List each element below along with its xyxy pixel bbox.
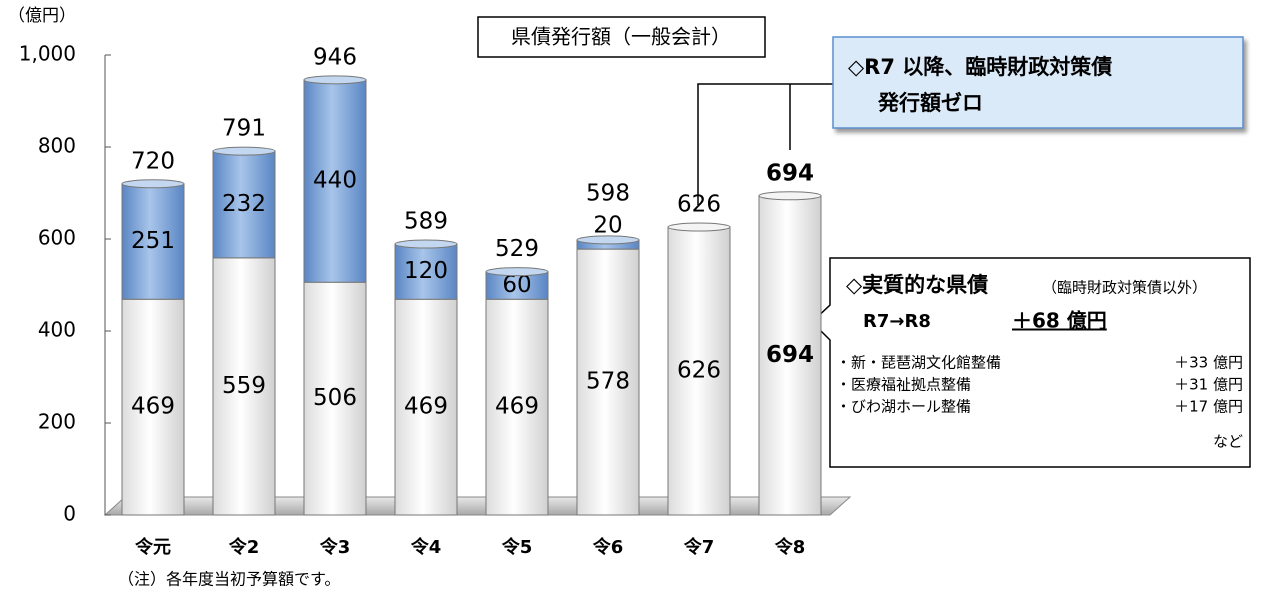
total-label: 946 (313, 44, 357, 70)
bar-cap (394, 239, 458, 249)
total-label: 529 (495, 236, 539, 262)
bar-segment (121, 183, 185, 300)
bar-segment (303, 281, 367, 516)
x-tick-label: 令8 (774, 536, 806, 558)
annotation-title: ◇実質的な県債 (846, 273, 988, 297)
annotation-amount: ＋31 億円 (1174, 376, 1243, 394)
y-tick-label: 1,000 (19, 42, 76, 66)
data-label: 120 (404, 258, 448, 284)
y-tick-label: 800 (38, 134, 76, 158)
data-label: 232 (222, 191, 266, 217)
annotation-subtitle: （臨時財政対策債以外） (1042, 279, 1207, 297)
bar-cap (485, 267, 549, 277)
note: （注）各年度当初予算額です。 (118, 570, 340, 589)
total-label: 589 (404, 209, 448, 235)
connector (697, 83, 833, 205)
total-label: 598 (586, 180, 630, 206)
x-tick-label: 令5 (501, 536, 533, 558)
y-tick-label: 200 (38, 410, 76, 434)
annotation-box (832, 36, 1244, 129)
annotation-line: 発行額ゼロ (877, 91, 983, 115)
total-label: 626 (677, 192, 721, 218)
bar-segment (758, 195, 822, 516)
y-tick-label: 0 (63, 502, 76, 526)
title-box (477, 16, 766, 58)
bar-segment (576, 248, 640, 516)
annotation-item: ・びわ湖ホール整備 (836, 398, 971, 416)
annotation-amount: ＋17 億円 (1174, 398, 1243, 416)
annotation-change-label: R7→R8 (863, 311, 931, 332)
y-axis-label: （億円） (8, 6, 76, 26)
x-tick-label: 令7 (683, 536, 715, 558)
data-label: 626 (677, 358, 721, 384)
annotation-change: ＋68 億円 (1012, 309, 1107, 333)
data-label: 60 (502, 272, 531, 298)
x-tick-label: 令3 (319, 536, 351, 558)
data-label: 469 (404, 394, 448, 420)
bar-cap (758, 191, 822, 201)
x-tick-label: 令6 (592, 536, 624, 558)
annotation-box (810, 257, 1251, 468)
x-tick-label: 令2 (228, 536, 260, 558)
data-label: 694 (766, 342, 814, 368)
data-label: 440 (313, 168, 357, 194)
bar-segment (303, 79, 367, 283)
data-label: 559 (222, 373, 266, 399)
annotation-items: ・新・琵琶湖文化館整備 ＋33 億円・医療福祉拠点整備 ＋31 億円・びわ湖ホール整… (836, 354, 1243, 416)
bar-cap (121, 179, 185, 189)
bar-segment (485, 298, 549, 516)
data-label: 469 (131, 394, 175, 420)
bar-cap (667, 222, 731, 232)
data-label: 20 (593, 212, 622, 238)
bar-segment (212, 150, 276, 259)
x-tick-label: 令4 (410, 536, 442, 558)
bar-segment (485, 271, 549, 300)
chart-title: 県債発行額（一般会計） (511, 25, 731, 49)
bar-segment (121, 298, 185, 516)
bar-cap (303, 75, 367, 85)
bar-segment (212, 257, 276, 516)
bar-cap (212, 146, 276, 156)
y-tick-label: 400 (38, 318, 76, 342)
data-label: 578 (586, 369, 630, 395)
total-label: 720 (131, 148, 175, 174)
bar-segment (394, 298, 458, 516)
annotation-item: ・医療福祉拠点整備 (836, 376, 971, 394)
data-label: 469 (495, 394, 539, 420)
bar-cap (576, 235, 640, 245)
annotation-line: ◇R7 以降、臨時財政対策債 (848, 55, 1112, 79)
data-label: 251 (131, 228, 175, 254)
bar-segment (394, 243, 458, 300)
y-tick-label: 600 (38, 226, 76, 250)
annotation-footer: など (1213, 433, 1243, 451)
x-tick-label: 令元 (134, 536, 171, 558)
bar-segment (667, 226, 731, 516)
total-label: 791 (222, 116, 266, 142)
total-label: 694 (766, 160, 814, 186)
data-label: 506 (313, 385, 357, 411)
annotation-amount: ＋33 億円 (1174, 354, 1243, 372)
annotation-item: ・新・琵琶湖文化館整備 (836, 354, 1001, 372)
